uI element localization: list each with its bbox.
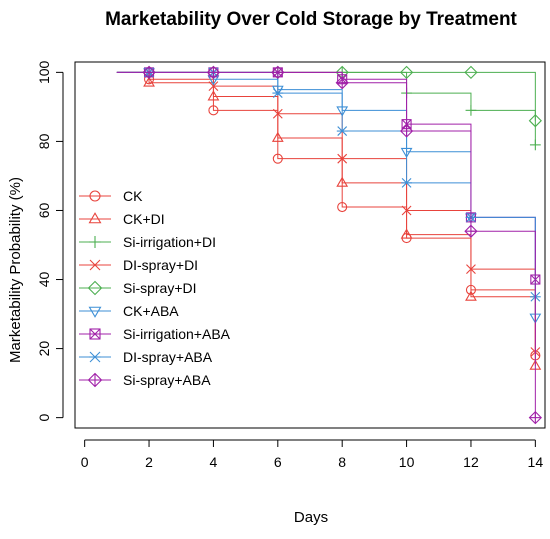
data-point	[143, 76, 155, 87]
legend-item: CK	[79, 188, 143, 204]
data-point	[464, 224, 478, 238]
data-point	[464, 65, 478, 79]
x-tick-label: 8	[338, 454, 346, 470]
series-si-irrigation-aba	[116, 67, 541, 285]
x-axis-label: Days	[294, 509, 328, 526]
data-point	[337, 201, 348, 213]
data-point	[336, 126, 348, 136]
y-tick-label: 60	[36, 202, 52, 218]
data-point	[401, 205, 412, 216]
data-point	[465, 290, 477, 301]
y-tick-label: 100	[36, 60, 52, 84]
data-point	[466, 264, 476, 275]
data-point	[142, 65, 156, 79]
y-tick-label: 40	[36, 272, 52, 288]
legend-marker	[88, 212, 102, 224]
x-tick-label: 10	[399, 454, 415, 470]
series-ck	[116, 71, 541, 361]
data-point	[272, 88, 284, 98]
x-tick-label: 6	[274, 454, 282, 470]
data-point	[206, 65, 221, 79]
data-point	[271, 131, 284, 142]
data-point	[337, 153, 348, 164]
axes: 0 2 4 6 8 10 12 14 0 20 40 60 80 100	[36, 60, 543, 470]
legend-marker	[89, 190, 101, 202]
series-di-spray-di	[116, 67, 541, 357]
legend-item: DI-spray+ABA	[79, 349, 213, 365]
x-tick-label: 12	[463, 454, 479, 470]
x-tick-label: 4	[210, 454, 218, 470]
x-tick-label: 0	[81, 454, 89, 470]
plot-box	[74, 61, 546, 429]
series-ck-di	[116, 71, 542, 370]
data-point	[335, 76, 349, 90]
legend-marker	[87, 280, 103, 296]
legend-item: Si-spray+ABA	[79, 372, 211, 388]
series-layer	[116, 65, 542, 425]
legend-item: Si-irrigation+DI	[79, 234, 216, 250]
y-tick-label: 80	[36, 133, 52, 149]
data-point	[207, 90, 220, 101]
y-axis-label: Marketability Probability (%)	[7, 177, 24, 363]
data-point	[336, 176, 349, 187]
legend-item: Si-spray+DI	[79, 280, 197, 296]
legend: CK CK+DI Si-irrigation+DI DI-spray+DI Si-spr…	[79, 188, 231, 388]
legend-label: Si-irrigation+ABA	[123, 326, 231, 342]
x-tick-label: 14	[528, 454, 544, 470]
data-point	[529, 139, 541, 151]
data-point	[528, 411, 542, 425]
legend-label: DI-spray+ABA	[123, 349, 213, 365]
legend-label: Si-spray+DI	[123, 280, 197, 296]
legend-marker	[89, 351, 101, 363]
legend-item: CK+ABA	[79, 303, 179, 319]
legend-label: CK+DI	[123, 211, 165, 227]
data-point	[400, 228, 413, 239]
plot-area	[74, 61, 546, 429]
series-line	[116, 71, 536, 418]
legend-marker	[89, 236, 101, 248]
data-point	[271, 65, 285, 79]
data-point	[272, 108, 283, 119]
data-point	[465, 104, 477, 116]
data-point	[399, 124, 414, 138]
data-point	[272, 153, 283, 164]
chart-title: Marketability Over Cold Storage by Treat…	[105, 9, 517, 30]
y-tick-label: 20	[36, 341, 52, 357]
legend-item: Si-irrigation+ABA	[79, 326, 231, 342]
legend-label: CK	[123, 188, 143, 204]
legend-item: CK+DI	[79, 211, 165, 227]
legend-label: CK+ABA	[123, 303, 179, 319]
legend-marker	[88, 306, 102, 318]
legend-label: Si-irrigation+DI	[123, 234, 216, 250]
data-point	[399, 65, 414, 79]
data-point	[208, 105, 219, 116]
series-line	[116, 71, 536, 145]
x-tick-label: 2	[145, 454, 153, 470]
series-si-spray-aba	[116, 65, 542, 425]
legend-marker	[87, 372, 103, 388]
legend-label: DI-spray+DI	[123, 257, 198, 273]
data-point	[401, 177, 412, 188]
data-point	[208, 81, 219, 92]
legend-marker	[89, 328, 101, 340]
series-line	[116, 71, 536, 353]
legend-marker	[89, 259, 101, 271]
legend-label: Si-spray+ABA	[123, 372, 211, 388]
y-tick-label: 0	[36, 414, 52, 422]
series-si-spray-di	[116, 65, 542, 128]
data-point	[528, 114, 542, 128]
legend-item: DI-spray+DI	[79, 257, 198, 273]
